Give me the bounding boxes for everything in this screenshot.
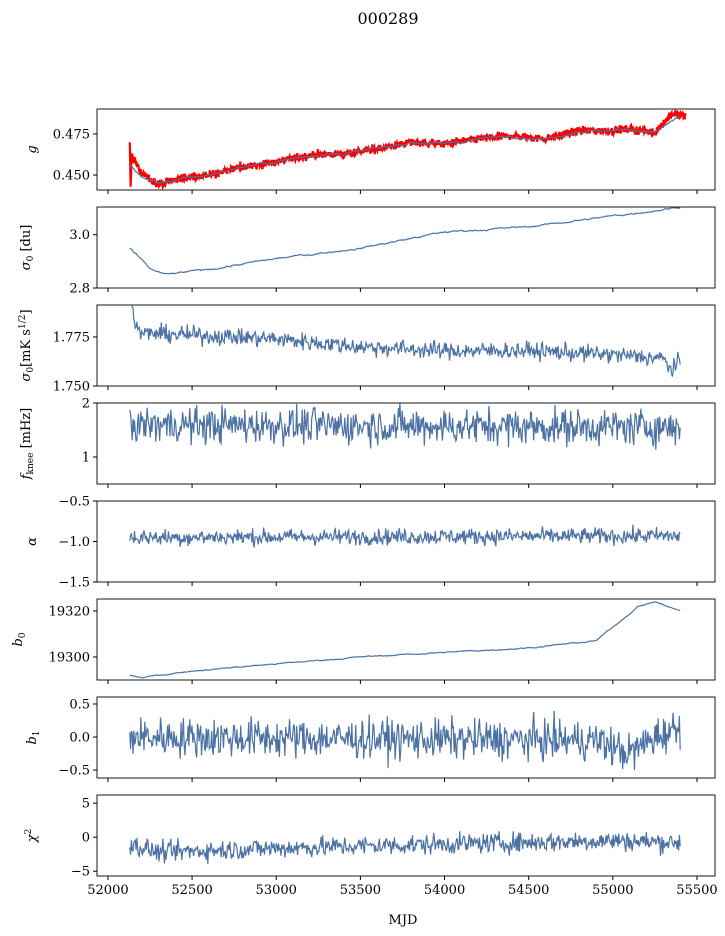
y-tick-label: −0.5 xyxy=(58,764,90,779)
y-tick-label: −1.0 xyxy=(58,535,90,550)
panel-alpha: −1.5 −1.0 −0.5 α xyxy=(25,495,716,591)
y-axis-label: σ0​[mK s1/2] xyxy=(18,309,36,381)
y-tick-label: −1.5 xyxy=(58,576,90,591)
axes-frame xyxy=(96,206,716,289)
y-tick-label: −5 xyxy=(71,865,90,880)
panel-sigma0-du: 2.8 3.0 σ0​ [du] xyxy=(19,206,716,297)
y-tick-label: 19320 xyxy=(49,604,90,619)
y-tick-label: 0.475 xyxy=(53,127,90,142)
raw-gain-series xyxy=(128,109,687,190)
axes-frame xyxy=(96,598,716,681)
y-axis-label: b1​ xyxy=(25,730,42,744)
y-tick-label: 19300 xyxy=(49,650,90,665)
y-tick-label: 2 xyxy=(82,397,90,412)
x-tick-label: 53000 xyxy=(256,883,297,898)
axes-frame xyxy=(96,402,716,485)
y-axis-label: σ0​ [du] xyxy=(19,225,36,271)
x-tick-label: 55000 xyxy=(592,883,633,898)
y-tick-label: −0.5 xyxy=(58,495,90,510)
y-tick-label: 1 xyxy=(82,451,90,466)
x-tick-label: 52500 xyxy=(171,883,212,898)
y-tick-label: 0.450 xyxy=(53,169,90,184)
y-axis-label: α xyxy=(25,537,40,546)
sigma0-du-series xyxy=(129,207,681,275)
x-tick-label: 54000 xyxy=(424,883,465,898)
y-axis-label: g xyxy=(25,145,40,153)
chi2-series xyxy=(129,831,681,864)
panel-b0: 19300 19320 b0​ xyxy=(11,598,716,684)
y-tick-label: 3.0 xyxy=(69,228,90,243)
x-tick-label: 52000 xyxy=(87,883,128,898)
x-tick-label: 53500 xyxy=(340,883,381,898)
y-axis-label: fknee​ [mHz] xyxy=(19,408,36,481)
y-axis-label: b0​ xyxy=(11,632,28,646)
y-tick-label: 1.775 xyxy=(53,330,90,345)
panel-sigma0-mK: 1.750 1.775 σ0​[mK s1/2] xyxy=(18,304,716,395)
panel-fknee: 1 2 fknee​ [mHz] xyxy=(19,397,716,488)
panel-b1: −0.5 0.0 0.5 b1​ xyxy=(25,696,716,782)
fknee-series xyxy=(129,403,681,450)
alpha-series xyxy=(129,524,681,548)
b1-series xyxy=(129,710,681,771)
g-series xyxy=(129,115,681,185)
panel-g: 0.450 0.475 g xyxy=(25,108,716,194)
sigma0-mK-series xyxy=(131,305,681,377)
axes-frame xyxy=(96,304,716,387)
x-tick-label: 54500 xyxy=(508,883,549,898)
y-axis-label: χ2 xyxy=(24,829,40,844)
axes-frame xyxy=(96,794,716,877)
axes-frame xyxy=(96,108,716,191)
y-tick-label: 1.750 xyxy=(53,380,90,395)
b0-series xyxy=(129,601,681,679)
y-tick-label: 0 xyxy=(82,831,90,846)
y-tick-label: 0.5 xyxy=(69,698,90,713)
y-tick-label: 0.0 xyxy=(69,731,90,746)
y-tick-label: 5 xyxy=(82,797,90,812)
panel-chi2: 52000 52500 53000 53500 54000 54500 55000 55500… xyxy=(24,794,718,898)
x-axis-label: MJD xyxy=(389,913,418,928)
x-tick-label: 55500 xyxy=(676,883,717,898)
y-tick-label: 2.8 xyxy=(69,282,90,297)
figure-title: 000289 xyxy=(357,9,418,28)
